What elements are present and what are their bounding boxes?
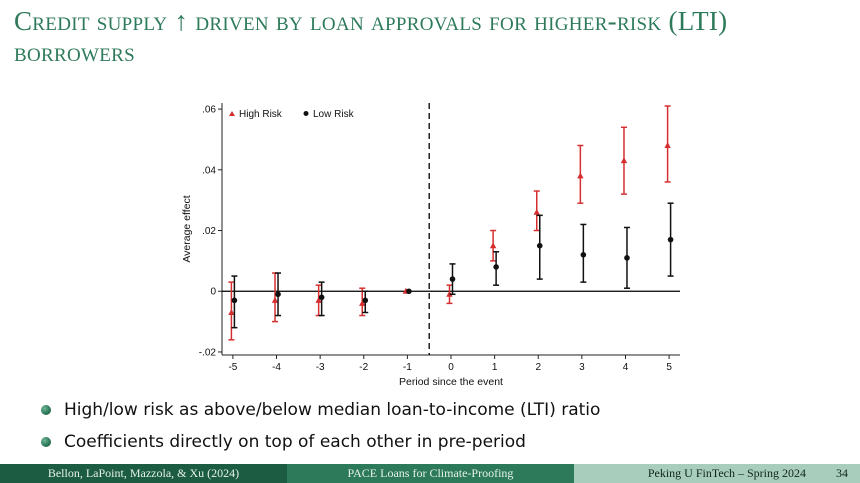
data-point-circle (318, 294, 325, 301)
y-tick-label: -.02 (199, 347, 217, 358)
footer-paper-title: PACE Loans for Climate-Proofing (287, 464, 574, 483)
data-point-triangle (315, 296, 322, 303)
y-tick-label: .04 (202, 165, 216, 176)
bullet-item: Coefficients directly on top of each oth… (38, 430, 838, 462)
legend-label: Low Risk (313, 109, 355, 120)
x-axis-label: Period since the event (399, 376, 503, 388)
legend-marker-triangle (229, 111, 235, 116)
bullet-icon (41, 405, 51, 415)
footer-venue-block: Peking U FinTech – Spring 2024 34 (574, 464, 860, 483)
data-point-circle (493, 264, 499, 270)
series-high-risk (228, 105, 671, 341)
data-point-triangle (359, 299, 366, 306)
y-tick-label: 0 (210, 287, 216, 298)
y-tick-label: .06 (202, 105, 216, 116)
data-point-circle (275, 291, 281, 298)
series-low-risk (231, 202, 674, 329)
slide-title: Credit supply ↑ driven by loan approvals… (14, 6, 728, 67)
bullet-list: High/low risk as above/below median loan… (38, 398, 838, 462)
x-tick-label: 5 (666, 362, 672, 373)
x-tick-label: -3 (316, 362, 325, 373)
legend: High Risk Low Risk (229, 109, 355, 120)
x-tick-label: 0 (448, 362, 454, 373)
bullet-text: High/low risk as above/below median loan… (64, 400, 601, 420)
x-tick-label: -1 (403, 362, 412, 373)
bullet-text: Coefficients directly on top of each oth… (64, 432, 526, 452)
data-point-circle (362, 297, 369, 304)
data-point-circle (231, 297, 238, 304)
x-tick-label: 4 (623, 362, 629, 373)
data-point-circle (536, 242, 543, 249)
chart-svg: -.02 0 .02 .04 .06 -5 -4 -3 -2 -1 0 1 2 3 4 5 Period sin… (181, 103, 680, 388)
data-point-triangle (228, 308, 235, 315)
y-axis-label: Average effect (181, 195, 193, 262)
legend-label: High Risk (239, 109, 283, 120)
footer-authors: Bellon, LaPoint, Mazzola, & Xu (2024) (0, 464, 287, 483)
data-point-circle (667, 236, 674, 243)
y-tick-label: .02 (202, 226, 216, 237)
data-point-circle (624, 255, 630, 261)
x-tick-label: 3 (579, 362, 585, 373)
legend-marker-circle (303, 111, 309, 116)
bullet-item: High/low risk as above/below median loan… (38, 398, 838, 430)
data-point-triangle (620, 157, 628, 164)
x-tick-label: 1 (492, 362, 498, 373)
data-point-triangle (489, 242, 497, 249)
x-tick-label: 2 (535, 362, 541, 373)
data-point-circle (580, 252, 587, 258)
data-point-triangle (271, 296, 279, 303)
data-point-triangle (664, 142, 671, 149)
bullet-icon (41, 437, 51, 447)
footer-venue: Peking U FinTech – Spring 2024 (647, 466, 806, 480)
slide-footer: Bellon, LaPoint, Mazzola, & Xu (2024) PA… (0, 464, 860, 483)
data-point-circle (449, 276, 456, 282)
data-point-triangle (533, 208, 540, 215)
x-tick-label: -2 (359, 362, 368, 373)
data-point-circle (406, 288, 412, 295)
page-number: 34 (836, 466, 848, 480)
event-study-chart: -.02 0 .02 .04 .06 -5 -4 -3 -2 -1 0 1 2 3 4 5 Period sin… (180, 97, 690, 393)
data-point-triangle (577, 172, 584, 179)
x-tick-label: -5 (228, 362, 237, 373)
x-tick-label: -4 (272, 362, 281, 373)
